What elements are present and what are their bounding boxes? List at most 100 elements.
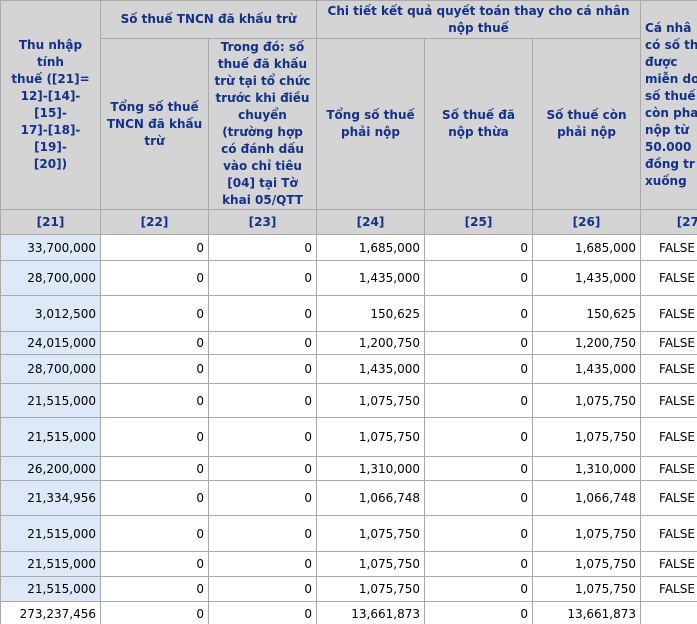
cell: 1,075,750 xyxy=(531,515,642,552)
cell: 0 xyxy=(100,576,209,602)
header-cell: Thu nhập tính thuế ([21]= 12]-[14]-[15]-… xyxy=(0,0,101,210)
cell: 21,515,000 xyxy=(0,383,101,418)
cell: 0 xyxy=(424,354,533,384)
data-row: 28,700,000 0 0 1,435,000 0 1,435,000 FALSE xyxy=(0,354,697,384)
cell: 28,700,000 xyxy=(0,260,101,296)
cell: 0 xyxy=(424,383,533,418)
cell: FALSE xyxy=(640,576,697,602)
column-code: [24] xyxy=(316,209,425,235)
cell: 0 xyxy=(424,515,533,552)
cell: 150,625 xyxy=(316,295,425,332)
cell: 21,515,000 xyxy=(0,576,101,602)
cell: 0 xyxy=(208,417,317,457)
header-cell: Tổng số thuế TNCN đã khấu trừ xyxy=(100,38,209,210)
data-row: 21,515,000 0 0 1,075,750 0 1,075,750 FALSE xyxy=(0,576,697,602)
total-row: 273,237,456 0 0 13,661,873 0 13,661,873 xyxy=(0,601,697,624)
column-code: [21] xyxy=(0,209,101,235)
cell: FALSE xyxy=(640,354,697,384)
column-code: [22] xyxy=(100,209,209,235)
header-cell: Tổng số thuế phải nộp xyxy=(316,38,425,210)
column-code: [26] xyxy=(531,209,642,235)
cell: 0 xyxy=(424,576,533,602)
cell: 0 xyxy=(100,551,209,577)
cell: 0 xyxy=(100,383,209,418)
cell: 3,012,500 xyxy=(0,295,101,332)
cell: 0 xyxy=(100,354,209,384)
cell: 0 xyxy=(100,234,209,261)
cell: 1,066,748 xyxy=(531,480,642,516)
cell: FALSE xyxy=(640,295,697,332)
cell: 0 xyxy=(208,551,317,577)
cell: 1,066,748 xyxy=(316,480,425,516)
cell: 26,200,000 xyxy=(0,456,101,481)
cell: 21,334,956 xyxy=(0,480,101,516)
column-code: [23] xyxy=(208,209,317,235)
cell: 0 xyxy=(208,354,317,384)
cell: 0 xyxy=(208,480,317,516)
cell: 0 xyxy=(208,383,317,418)
total-cell: 273,237,456 xyxy=(0,601,101,624)
cell: 0 xyxy=(424,331,533,355)
cell: 0 xyxy=(100,480,209,516)
cell: 24,015,000 xyxy=(0,331,101,355)
total-cell: 13,661,873 xyxy=(316,601,425,624)
column-code: [27] xyxy=(640,209,697,235)
cell: 0 xyxy=(100,417,209,457)
header-cell: Số thuế đã nộp thừa xyxy=(424,38,533,210)
cell: 1,200,750 xyxy=(531,331,642,355)
total-cell: 0 xyxy=(424,601,533,624)
total-cell: 0 xyxy=(208,601,317,624)
cell: 0 xyxy=(424,295,533,332)
table-body: 33,700,000 0 0 1,685,000 0 1,685,000 FALSE 28,7… xyxy=(0,234,697,624)
data-row: 21,334,956 0 0 1,066,748 0 1,066,748 FALSE xyxy=(0,480,697,516)
cell: 0 xyxy=(424,234,533,261)
cell: 21,515,000 xyxy=(0,551,101,577)
cell: FALSE xyxy=(640,383,697,418)
cell: 1,685,000 xyxy=(531,234,642,261)
cell: FALSE xyxy=(640,456,697,481)
cell: 0 xyxy=(424,456,533,481)
cell: 0 xyxy=(100,260,209,296)
cell: 1,310,000 xyxy=(531,456,642,481)
cell: 0 xyxy=(100,331,209,355)
cell: 1,075,750 xyxy=(531,417,642,457)
cell: 0 xyxy=(424,551,533,577)
cell: 33,700,000 xyxy=(0,234,101,261)
cell: 1,435,000 xyxy=(531,260,642,296)
cell: 0 xyxy=(208,234,317,261)
cell: 1,200,750 xyxy=(316,331,425,355)
cell: 21,515,000 xyxy=(0,417,101,457)
cell: FALSE xyxy=(640,260,697,296)
data-row: 21,515,000 0 0 1,075,750 0 1,075,750 FALSE xyxy=(0,383,697,418)
cell: 0 xyxy=(208,456,317,481)
cell: 1,075,750 xyxy=(316,576,425,602)
cell: 1,075,750 xyxy=(316,551,425,577)
cell: 1,075,750 xyxy=(316,515,425,552)
cell: 1,075,750 xyxy=(531,576,642,602)
cell: 28,700,000 xyxy=(0,354,101,384)
total-cell: 0 xyxy=(100,601,209,624)
data-row: 21,515,000 0 0 1,075,750 0 1,075,750 FALSE xyxy=(0,417,697,457)
cell: 0 xyxy=(100,515,209,552)
header-cell: Số thuế còn phải nộp xyxy=(531,38,642,210)
cell: 1,435,000 xyxy=(316,260,425,296)
cell: FALSE xyxy=(640,417,697,457)
header-group: Chi tiết kết quả quyết toán thay cho cá … xyxy=(315,0,642,39)
cell: 1,310,000 xyxy=(316,456,425,481)
data-row: 26,200,000 0 0 1,310,000 0 1,310,000 FALSE xyxy=(0,456,697,481)
cell: 0 xyxy=(424,417,533,457)
data-row: 24,015,000 0 0 1,200,750 0 1,200,750 FALSE xyxy=(0,331,697,355)
data-row: 28,700,000 0 0 1,435,000 0 1,435,000 FALSE xyxy=(0,260,697,296)
cell: 0 xyxy=(100,456,209,481)
cell: FALSE xyxy=(640,551,697,577)
cell: 1,075,750 xyxy=(531,383,642,418)
code-row: [21][22][23][24][25][26][27] xyxy=(0,209,697,235)
cell: 1,435,000 xyxy=(531,354,642,384)
cell: 0 xyxy=(424,480,533,516)
cell: FALSE xyxy=(640,234,697,261)
cell: FALSE xyxy=(640,480,697,516)
cell: 1,075,750 xyxy=(316,383,425,418)
cell: 150,625 xyxy=(531,295,642,332)
